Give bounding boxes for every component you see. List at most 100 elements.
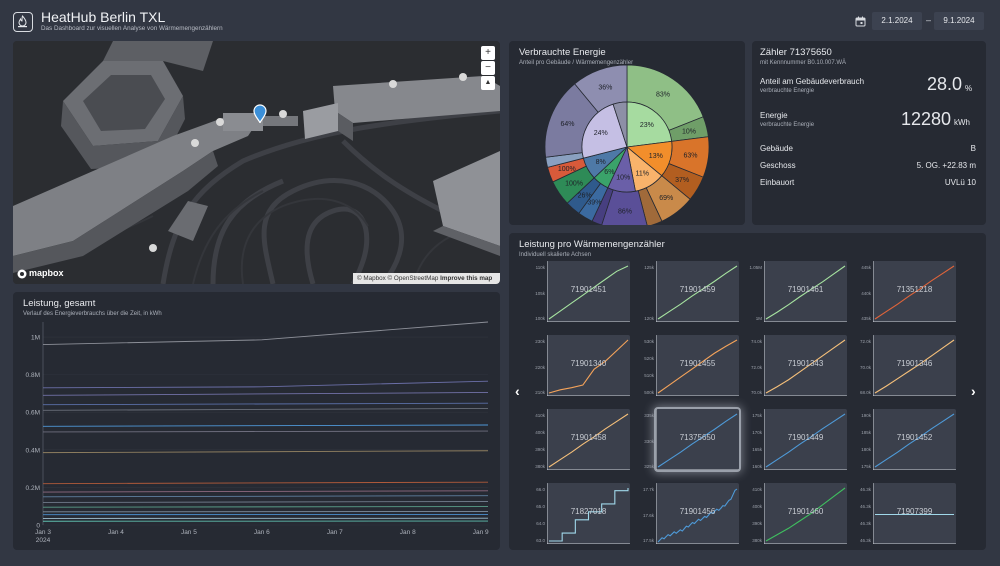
- total-panel: Leistung, gesamt Verlauf des Energieverb…: [13, 292, 500, 550]
- meter-series-line: [657, 413, 738, 468]
- map-panel[interactable]: + − ▲ mapbox © Mapbox © OpenStreetMap Im…: [13, 41, 500, 284]
- energy-subtitle: Anteil pro Gebäude / Wärmemengenzähler: [519, 60, 634, 66]
- meter-series-line: [548, 413, 629, 468]
- improve-map-link[interactable]: Improve this map: [440, 275, 493, 282]
- y-tick-label: 0.6M: [26, 410, 40, 417]
- meter-panel: Zähler 71375650 mit Kennnummer B0.10.007…: [752, 41, 986, 225]
- meter-chart-svg: [656, 335, 739, 396]
- meter-y-tick: 46.3k: [859, 504, 871, 509]
- meter-series-line: [548, 265, 629, 320]
- series-line-5[interactable]: [42, 424, 489, 427]
- meter-chart-svg: [764, 483, 847, 544]
- series-line-2[interactable]: [42, 392, 489, 396]
- meter-chart-71907399[interactable]: 71907399 46.3k 46.3k 46.3k 46.3k: [860, 483, 956, 544]
- share-sublabel: verbrauchte Energie: [760, 88, 815, 94]
- series-line-10[interactable]: [42, 495, 489, 498]
- meter-y-tick: 17.7k: [642, 487, 654, 492]
- series-line-0[interactable]: [42, 321, 489, 346]
- meter-y-tick: 160k: [752, 464, 762, 469]
- series-line-8[interactable]: [42, 481, 489, 485]
- meter-chart-71901449[interactable]: 71901449 175k 170k 165k 160k: [752, 409, 847, 470]
- meter-chart-71901456[interactable]: 71901456 17.7k 17.6k 17.5k: [643, 483, 739, 544]
- meter-chart-71375650[interactable]: 71375650 335k 330k 325k: [644, 409, 739, 470]
- meter-chart-id: 71351218: [896, 285, 933, 294]
- zoom-in-button[interactable]: +: [481, 46, 495, 60]
- meter-chart-71901459[interactable]: 71901459 125k 120k: [644, 261, 739, 322]
- series-line-4[interactable]: [42, 408, 489, 411]
- x-tick-year: 2024: [36, 537, 51, 544]
- meter-y-tick: 72.0k: [750, 364, 762, 370]
- series-line-7[interactable]: [42, 450, 489, 454]
- meter-chart-71901460[interactable]: 71901460 410k 400k 390k 380k: [752, 483, 847, 544]
- outer-label-2: 63%: [683, 153, 697, 160]
- date-from-input[interactable]: 2.1.2024: [872, 12, 922, 30]
- series-line-12[interactable]: [42, 506, 489, 508]
- map-canvas[interactable]: [13, 41, 500, 284]
- meter-chart-id: 71901456: [679, 507, 716, 516]
- floor-label: Geschoss: [760, 161, 796, 170]
- prev-page-button[interactable]: ‹: [515, 383, 520, 399]
- meter-chart-71901458[interactable]: 71901458 410k 400k 390k 380k: [535, 409, 630, 470]
- meter-y-tick: 72.0k: [859, 339, 871, 344]
- series-line-9[interactable]: [42, 490, 489, 493]
- meter-y-tick: 175k: [861, 464, 871, 469]
- series-line-11[interactable]: [42, 501, 489, 503]
- date-to-input[interactable]: 9.1.2024: [934, 12, 984, 30]
- meter-chart-id: 71901346: [896, 359, 933, 368]
- meter-chart-71827018[interactable]: 71827018 66.0 65.0 64.0 63.0: [536, 483, 630, 544]
- calendar-icon[interactable]: [855, 16, 866, 27]
- outer-label-1: 10%: [682, 129, 696, 136]
- x-tick-label: Jan 5: [181, 529, 197, 536]
- meter-y-tick: 46.3k: [859, 538, 871, 543]
- meter-chart-id: 71827018: [570, 507, 607, 516]
- meter-y-tick: 510k: [644, 373, 654, 378]
- meter-y-tick: 390k: [535, 447, 545, 452]
- meter-y-tick: 500k: [644, 390, 654, 395]
- meter-y-tick: 230k: [535, 339, 545, 344]
- floor-value: 5. OG. +22.83 m: [916, 161, 976, 170]
- meter-chart-71901455[interactable]: 71901455 530k 520k 510k 500k: [644, 335, 739, 396]
- meter-chart-71901452[interactable]: 71901452 190k 185k 180k 175k: [861, 409, 956, 470]
- series-line-3[interactable]: [42, 402, 489, 406]
- meter-y-tick: 63.0: [536, 538, 545, 543]
- meter-y-tick: 180k: [861, 447, 871, 452]
- meter-y-tick: 330k: [644, 438, 654, 444]
- meter-series-line: [548, 339, 629, 394]
- compass-button[interactable]: ▲: [481, 76, 495, 90]
- meter-chart-id: 71901459: [679, 285, 716, 294]
- meter-chart-71901346[interactable]: 71901346 72.0k 70.0k 68.0k: [860, 335, 956, 396]
- meter-y-tick: 74.0k: [750, 339, 762, 344]
- inner-slice-0[interactable]: [626, 101, 673, 148]
- y-tick-label: 0: [36, 523, 40, 530]
- inner-slice-7[interactable]: [612, 101, 628, 148]
- attribution-text[interactable]: © Mapbox © OpenStreetMap: [357, 275, 439, 282]
- meter-chart-id: 71901460: [787, 507, 824, 516]
- meter-chart-id: 71375650: [679, 433, 716, 442]
- meter-y-tick: 445k: [861, 265, 871, 270]
- meter-y-tick: 65.0: [536, 504, 545, 509]
- meter-y-tick: 380k: [535, 464, 545, 469]
- series-line-1[interactable]: [42, 380, 489, 389]
- meter-chart-71901451[interactable]: 71901451 110k 105k 100k: [535, 261, 630, 322]
- meter-chart-svg: [873, 261, 956, 322]
- meter-chart-svg: [764, 409, 847, 470]
- y-tick-label: 1M: [31, 335, 40, 342]
- next-page-button[interactable]: ›: [971, 383, 976, 399]
- inner-slice-6[interactable]: [581, 103, 628, 159]
- meter-y-tick: 380k: [752, 538, 762, 543]
- meter-chart-71901343[interactable]: 71901343 74.0k 72.0k 70.0k: [751, 335, 847, 396]
- meter-chart-71901340[interactable]: 71901340 230k 220k 210k: [535, 335, 630, 396]
- y-tick-label: 0.2M: [26, 485, 40, 492]
- outer-label-3: 37%: [675, 177, 689, 184]
- meter-chart-71901461[interactable]: 71901461 1.05M 1M: [749, 261, 847, 322]
- app-title: HeatHub Berlin TXL: [41, 9, 166, 25]
- meter-chart-svg: [764, 261, 847, 322]
- meter-chart-71351218[interactable]: 71351218 445k 440k 435k: [861, 261, 956, 322]
- total-line-chart[interactable]: 0 0.2M 0.4M 0.6M 0.8M 1M Jan 3 Jan 4 Jan 5 Jan 6 J…: [13, 292, 500, 550]
- series-line-6[interactable]: [42, 430, 489, 433]
- location-label: Einbauort: [760, 178, 795, 187]
- grid-subtitle: Individuell skalierte Achsen: [519, 252, 592, 258]
- energy-pie-chart[interactable]: 83% 10% 63% 37% 69% 86% 39%26% 100% 100% 64% 36% 23…: [509, 41, 745, 225]
- zoom-out-button[interactable]: −: [481, 61, 495, 75]
- meter-series-line: [874, 413, 955, 468]
